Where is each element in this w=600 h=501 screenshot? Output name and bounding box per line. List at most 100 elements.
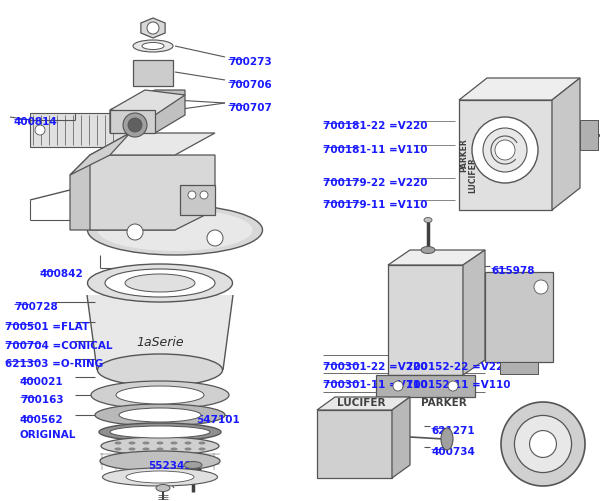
Polygon shape [110,110,155,133]
Text: LUCIFER: LUCIFER [468,157,477,193]
Circle shape [35,125,45,135]
Ellipse shape [99,423,221,441]
Text: ORIGINAL: ORIGINAL [20,430,76,440]
Polygon shape [459,100,552,210]
Polygon shape [141,18,165,38]
Ellipse shape [147,96,159,104]
Ellipse shape [143,447,149,450]
Polygon shape [70,133,130,175]
Polygon shape [463,250,485,375]
Text: 700728: 700728 [14,302,58,312]
Ellipse shape [142,43,164,50]
Circle shape [495,140,515,160]
Text: 700163: 700163 [20,395,64,405]
Ellipse shape [100,451,220,471]
Circle shape [483,128,527,172]
Ellipse shape [91,381,229,409]
Ellipse shape [105,269,215,297]
Text: 400021: 400021 [20,377,64,387]
Circle shape [501,402,585,486]
Ellipse shape [143,441,149,444]
Ellipse shape [128,441,136,444]
Text: 700704 =CONICAL: 700704 =CONICAL [5,341,113,351]
Text: 615978: 615978 [491,266,535,276]
Text: PARKER: PARKER [421,398,467,408]
Polygon shape [388,250,485,265]
Text: PARKER: PARKER [459,138,468,172]
Ellipse shape [156,484,170,491]
Bar [376,375,475,397]
Ellipse shape [157,441,163,444]
Text: 400814: 400814 [14,117,58,127]
Text: 1aSerie: 1aSerie [136,337,184,350]
Circle shape [514,415,572,472]
Polygon shape [485,272,553,362]
Text: 700273: 700273 [228,57,272,67]
Circle shape [207,230,223,246]
Ellipse shape [199,447,205,450]
Circle shape [147,22,159,34]
Text: 552349: 552349 [148,461,191,471]
Ellipse shape [441,428,453,450]
Ellipse shape [115,441,121,444]
Bar [30,113,128,147]
Ellipse shape [128,447,136,450]
Circle shape [200,191,208,199]
Bar [133,60,173,86]
Ellipse shape [115,447,121,450]
Ellipse shape [88,264,233,302]
Circle shape [128,118,142,132]
Text: 700301-11 =V110: 700301-11 =V110 [323,380,427,390]
Bar [500,362,538,374]
Ellipse shape [170,441,178,444]
Circle shape [534,280,548,294]
Ellipse shape [125,274,195,292]
Text: 700707: 700707 [228,103,272,113]
Text: LUCIFER: LUCIFER [337,398,386,408]
Polygon shape [388,265,463,375]
Ellipse shape [421,246,435,254]
Circle shape [127,224,143,240]
Bar [580,120,598,150]
Ellipse shape [103,468,218,486]
Ellipse shape [101,437,219,455]
Ellipse shape [88,205,263,255]
Ellipse shape [126,471,194,483]
Ellipse shape [133,40,173,52]
Ellipse shape [184,461,202,468]
Text: 700179-22 =V220: 700179-22 =V220 [323,178,427,188]
Ellipse shape [185,441,191,444]
Text: 400562: 400562 [20,415,64,425]
Polygon shape [317,397,410,410]
Ellipse shape [142,93,164,107]
Text: 547101: 547101 [196,415,240,425]
Circle shape [123,113,147,137]
Circle shape [472,117,538,183]
Ellipse shape [424,217,432,222]
Ellipse shape [110,426,210,438]
Ellipse shape [199,441,205,444]
Text: 700181-22 =V220: 700181-22 =V220 [323,121,427,131]
Polygon shape [90,155,215,230]
Circle shape [530,430,556,457]
Ellipse shape [116,386,204,404]
Text: 700501 =FLAT: 700501 =FLAT [5,322,89,332]
Ellipse shape [157,447,163,450]
Polygon shape [110,90,185,115]
Polygon shape [180,185,215,215]
Polygon shape [317,410,392,478]
Text: 400842: 400842 [40,269,84,279]
Text: 700301-22 =V220: 700301-22 =V220 [323,362,427,372]
Circle shape [448,381,458,391]
Text: 621271: 621271 [431,426,475,436]
Ellipse shape [97,209,253,251]
Polygon shape [110,90,185,133]
Ellipse shape [95,404,225,426]
Text: 700179-11 =V110: 700179-11 =V110 [323,200,427,210]
Polygon shape [90,133,215,155]
Polygon shape [70,148,175,230]
Ellipse shape [97,354,223,386]
Circle shape [393,381,403,391]
Polygon shape [87,295,233,370]
Polygon shape [459,78,580,100]
